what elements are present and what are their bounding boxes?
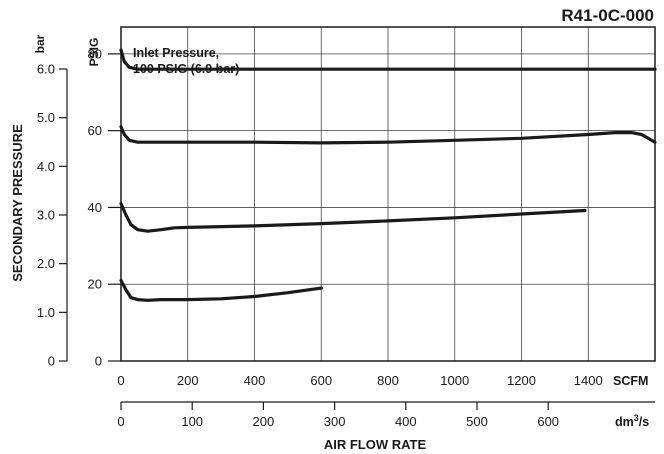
series-line-4 bbox=[119, 278, 323, 302]
series-line-2 bbox=[119, 125, 657, 145]
x-dm3s-tick-label: 500 bbox=[466, 414, 488, 429]
x-scfm-tick-label: 200 bbox=[177, 373, 199, 388]
y-bar-tick-label: 0 bbox=[48, 354, 55, 369]
y-psig-unit: PSIG bbox=[87, 38, 101, 67]
x-scfm-tick-label: 400 bbox=[244, 373, 266, 388]
x-dm3s-tick-label: 0 bbox=[117, 414, 124, 429]
series-line-3 bbox=[119, 202, 587, 233]
plot-border bbox=[120, 26, 656, 362]
x-scfm-tick-label: 0 bbox=[117, 373, 124, 388]
annotation-line: 100 PSIG (6.9 bar) bbox=[133, 62, 239, 76]
series-group bbox=[119, 48, 657, 302]
y-bar-tick-label: 6.0 bbox=[37, 62, 55, 77]
x-scfm-tick-label: 1200 bbox=[507, 373, 536, 388]
grid bbox=[121, 27, 655, 361]
y-psig-tick-label: 20 bbox=[88, 277, 102, 292]
x-scfm-tick-label: 1000 bbox=[440, 373, 469, 388]
y-bar-unit: bar bbox=[33, 34, 47, 53]
x-scfm-tick-label: 800 bbox=[377, 373, 399, 388]
x-scfm-tick-label: 1400 bbox=[574, 373, 603, 388]
x-dm3s-tick-label: 100 bbox=[181, 414, 203, 429]
y-bar-tick-label: 5.0 bbox=[37, 110, 55, 125]
plot-frame bbox=[120, 26, 656, 362]
x-axis-title: AIR FLOW RATE bbox=[324, 437, 427, 452]
y-bar-tick-label: 1.0 bbox=[37, 305, 55, 320]
y-psig-tick-label: 40 bbox=[88, 200, 102, 215]
annotation-line: Inlet Pressure, bbox=[133, 46, 219, 60]
y-bar-tick-label: 4.0 bbox=[37, 159, 55, 174]
x-dm3s-tick-label: 200 bbox=[253, 414, 275, 429]
y-axis-title: SECONDARY PRESSURE bbox=[10, 124, 25, 282]
inlet-pressure-annotation: Inlet Pressure, 100 PSIG (6.9 bar) bbox=[133, 46, 239, 76]
x-dm3s-unit: dm3/s bbox=[615, 413, 649, 429]
x-dm3s-tick-label: 600 bbox=[537, 414, 559, 429]
y-psig-tick-label: 0 bbox=[95, 354, 102, 369]
x-dm3s-tick-label: 300 bbox=[324, 414, 346, 429]
x-dm3s-tick-label: 400 bbox=[395, 414, 417, 429]
chart-title: R41-0C-000 bbox=[561, 6, 654, 25]
y-bar-tick-label: 3.0 bbox=[37, 208, 55, 223]
x-scfm-unit: SCFM bbox=[613, 374, 648, 388]
y-psig-tick-label: 60 bbox=[88, 123, 102, 138]
x-scfm-tick-label: 600 bbox=[310, 373, 332, 388]
y-psig-tick-label: 80 bbox=[88, 46, 102, 61]
y-bar-tick-label: 2.0 bbox=[37, 256, 55, 271]
series-line-1 bbox=[119, 48, 657, 71]
